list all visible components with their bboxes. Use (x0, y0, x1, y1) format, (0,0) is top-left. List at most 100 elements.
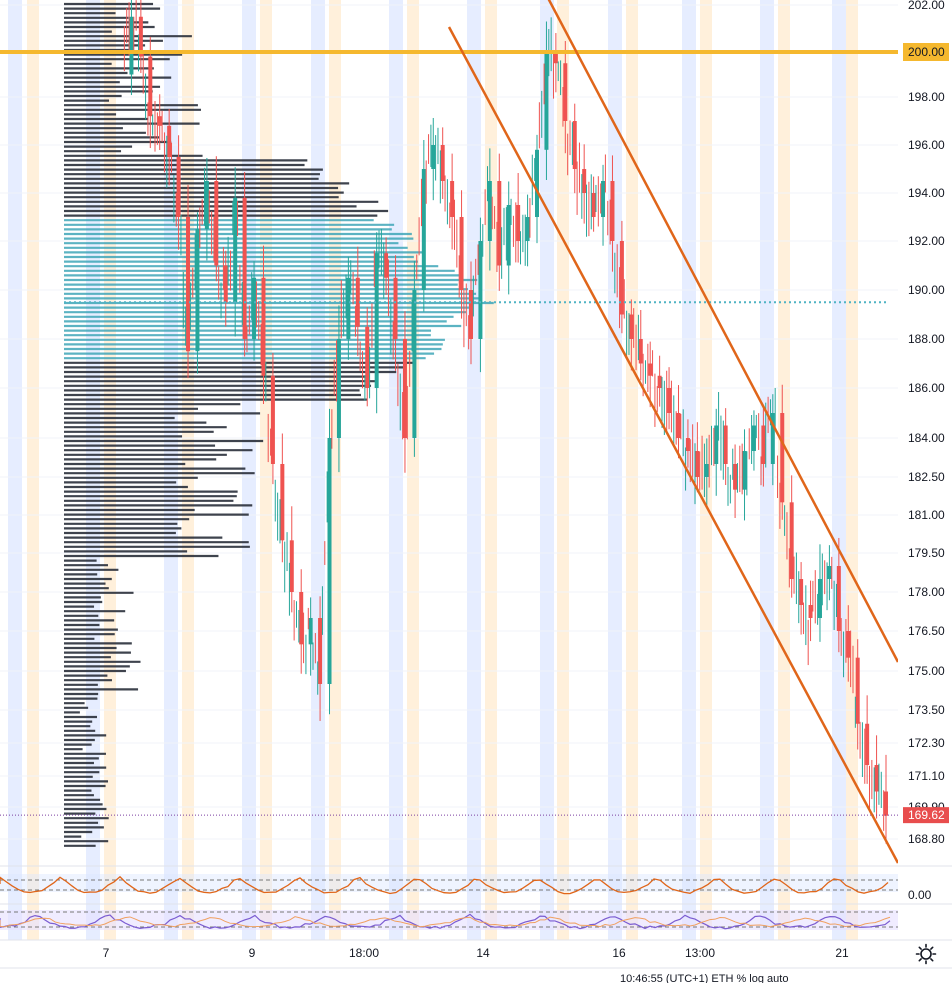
time-tick-label: 14 (476, 946, 490, 960)
session-band-orange (485, 0, 497, 940)
candle-body (393, 277, 398, 339)
candle-body (374, 253, 379, 388)
candle-body (874, 765, 879, 792)
candle-body (601, 181, 606, 217)
candle-body (846, 631, 851, 658)
candle-body (384, 253, 389, 278)
candle-body (733, 464, 738, 490)
indicator1-line (0, 875, 889, 895)
candle-body (817, 579, 822, 618)
candle-body (252, 277, 257, 339)
candle-body (808, 605, 813, 618)
candle-body (129, 16, 134, 75)
candle-body (176, 157, 181, 217)
candle-body (299, 592, 304, 645)
candle-body (827, 566, 832, 579)
horizontal-levels (0, 50, 898, 816)
price-tick-label: 188.00 (908, 332, 945, 346)
candle-body (487, 181, 492, 241)
candle-body (865, 723, 870, 765)
price-tick-label: 196.00 (908, 138, 945, 152)
level-200-label: 200.00 (908, 45, 945, 59)
candle-body (638, 339, 643, 364)
price-tick-label: 182.50 (908, 470, 945, 484)
price-tick-label: 176.50 (908, 624, 945, 638)
candle-body (582, 169, 587, 193)
session-band-orange (260, 0, 272, 940)
candle-body (506, 205, 511, 266)
price-axis: 202.00 200.00 198.00 196.00 194.00 192.00 190.… (898, 0, 952, 940)
candle-body (440, 145, 445, 181)
indicator-panes: 0.00 (0, 865, 952, 930)
channel-lower-line (447, 26, 900, 864)
candle-body (242, 197, 247, 339)
price-tick-label: 171.10 (908, 769, 945, 783)
candle-body (148, 56, 153, 117)
candle-body (742, 451, 747, 490)
indicator2-line (0, 913, 891, 930)
price-tick-label: 181.00 (908, 508, 945, 522)
time-tick-label: 21 (835, 946, 849, 960)
candle-body (421, 169, 426, 290)
candle-body (270, 375, 275, 464)
candle-body (280, 464, 285, 541)
candle-body (289, 540, 294, 592)
candle-body (186, 217, 191, 352)
candle-body (261, 277, 266, 376)
session-band-blue (540, 0, 554, 940)
candle-body (629, 314, 634, 339)
candle-body (789, 502, 794, 579)
candle-body (770, 413, 775, 464)
candle-body (459, 217, 464, 290)
session-band-blue (760, 0, 774, 940)
session-band-blue (467, 0, 481, 940)
candle-body (308, 618, 313, 645)
candle-body (591, 193, 596, 217)
candle-body (695, 451, 700, 477)
trend-channel (447, 0, 900, 864)
session-band-orange (182, 0, 194, 940)
candle-body (855, 657, 860, 724)
time-tick-label: 13:00 (685, 946, 715, 960)
price-tick-label: 190.00 (908, 283, 945, 297)
price-tick-label: 184.00 (908, 431, 945, 445)
price-axis-bg (898, 0, 952, 940)
candle-body (535, 149, 540, 217)
price-tick-label: 186.00 (908, 381, 945, 395)
time-tick-label: 7 (103, 946, 110, 960)
session-band-orange (846, 0, 858, 940)
candle-body (204, 181, 209, 229)
session-band-orange (626, 0, 638, 940)
candle-body (723, 425, 728, 464)
candle-body (676, 413, 681, 438)
session-band-blue (8, 0, 22, 940)
candle-body (525, 217, 530, 241)
candle-body (233, 197, 238, 303)
candle-body (195, 229, 200, 352)
candle-body (450, 181, 455, 217)
last-price-label-bg (903, 807, 949, 824)
gear-icon[interactable] (914, 942, 938, 966)
price-tick-label: 202.00 (908, 0, 945, 12)
candle-body (167, 125, 172, 157)
candle-body (657, 375, 662, 388)
session-band-blue (608, 0, 622, 940)
candle-body (336, 339, 341, 438)
session-band-orange (407, 0, 419, 940)
time-tick-label: 18:00 (349, 946, 379, 960)
price-tick-label: 173.50 (908, 703, 945, 717)
candle-body (761, 425, 766, 464)
candle-body (497, 181, 502, 266)
candle-body (714, 425, 719, 464)
price-tick-label: 175.00 (908, 664, 945, 678)
candle-body (223, 265, 228, 303)
time-tick-label: 9 (249, 946, 256, 960)
candle-body (780, 413, 785, 503)
indicator2-band (0, 910, 898, 930)
price-tick-label: 178.00 (908, 585, 945, 599)
candle-body (553, 52, 558, 64)
indicator2-signal-line (0, 916, 891, 928)
session-band-blue (832, 0, 846, 940)
candle-body (516, 205, 521, 241)
